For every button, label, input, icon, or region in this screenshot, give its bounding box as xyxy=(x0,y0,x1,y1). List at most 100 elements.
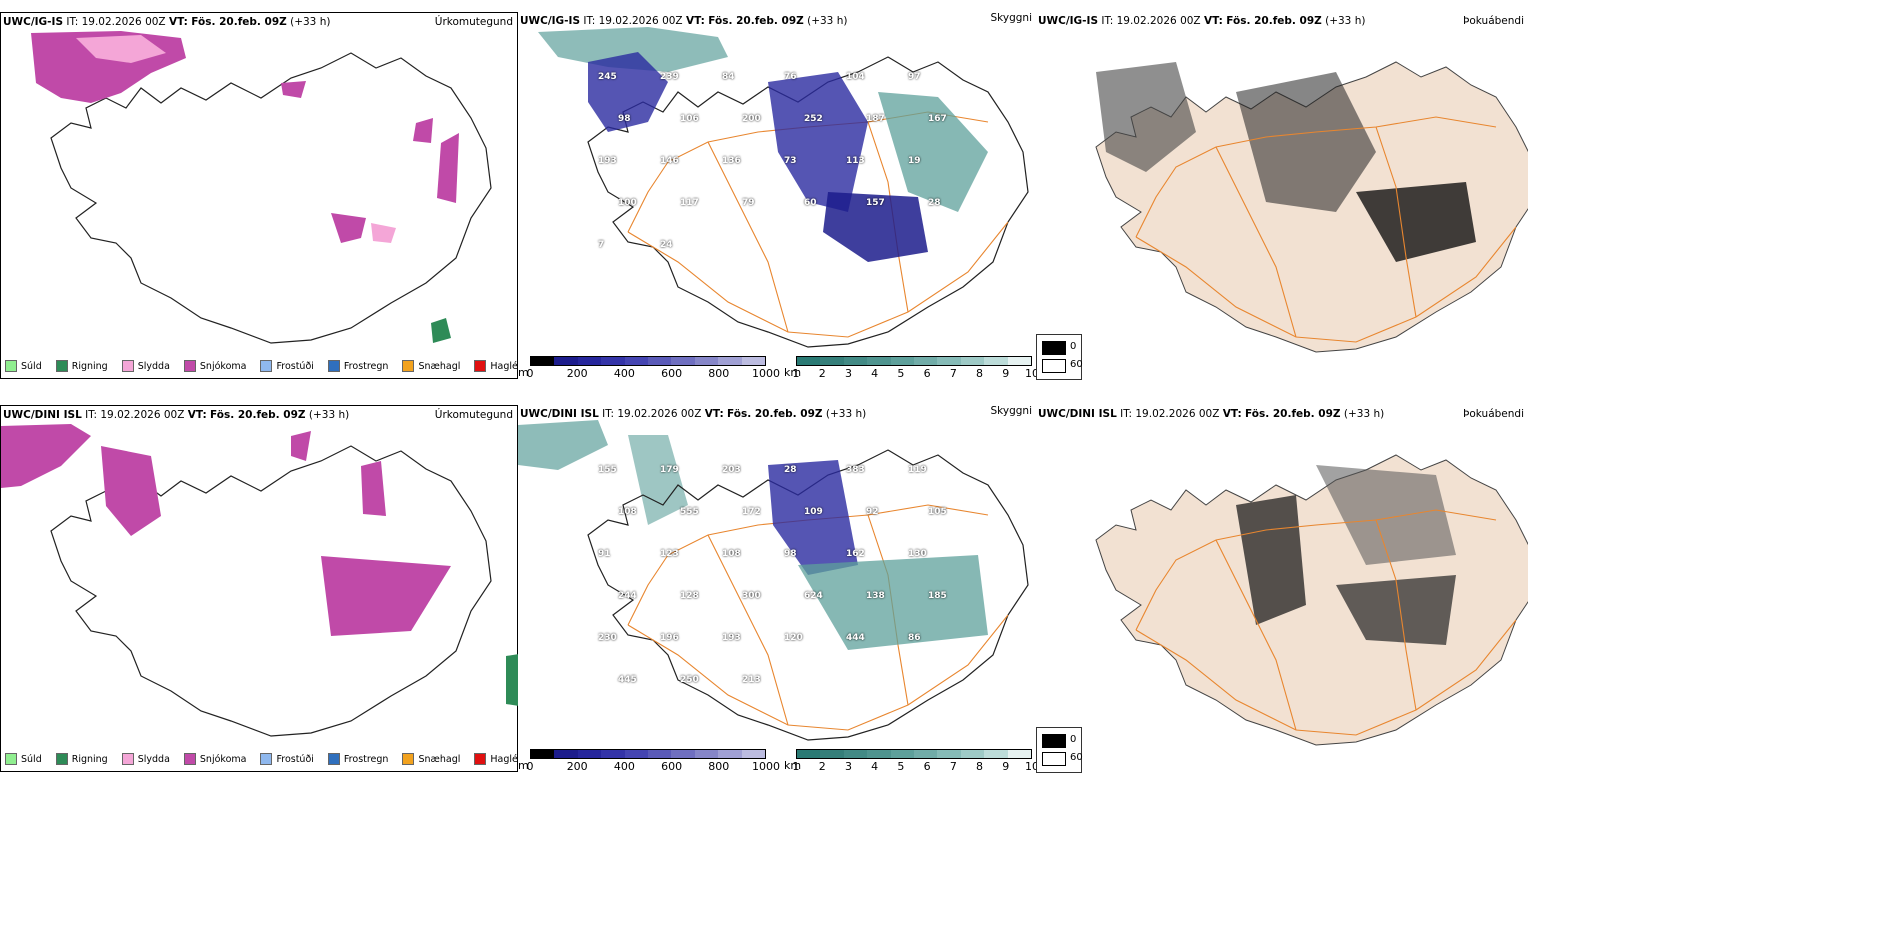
ptype-legend-item: Frostúði xyxy=(260,753,314,765)
colorbar-tick: 800 xyxy=(708,760,730,773)
legend-label: Snjókoma xyxy=(199,360,247,372)
ceiling-label: 76 xyxy=(784,72,797,82)
ceiling-label: 98 xyxy=(784,549,797,559)
colorbar-bin xyxy=(820,750,844,758)
legend-label: Snæhagl xyxy=(418,360,461,372)
legend-label: Slydda xyxy=(137,753,170,765)
legend-swatch xyxy=(55,360,68,372)
ceiling-visibility-map-1 xyxy=(538,27,1029,348)
fog-legend-swatch xyxy=(1042,734,1066,748)
colorbar-bin xyxy=(890,750,915,758)
ceiling-label: 193 xyxy=(598,156,617,166)
ptype-legend-item: Súld xyxy=(5,360,42,372)
colorbar-tick: 6 xyxy=(923,760,931,773)
ceiling-label: 213 xyxy=(742,675,761,685)
colorbar-tick: 2 xyxy=(818,760,826,773)
ceiling-label: 73 xyxy=(784,156,797,166)
colorbar-bin xyxy=(797,750,821,758)
ceiling-label: 239 xyxy=(660,72,679,82)
colorbar-bin xyxy=(671,357,695,365)
it-value: 19.02.2026 00Z xyxy=(1116,15,1201,27)
colorbar-tick: 0 xyxy=(526,367,534,380)
fog-index-title: Þokuábendi xyxy=(1463,408,1524,420)
colorbar-tick: 200 xyxy=(566,760,588,773)
colorbar-bin xyxy=(718,750,742,758)
legend-swatch xyxy=(474,360,487,372)
fog-index-panel-2: UWC/DINI ISL IT: 19.02.2026 00Z VT: Fös.… xyxy=(1036,405,1528,773)
fog-legend-label: 60 xyxy=(1070,359,1083,370)
ceiling-label: 252 xyxy=(804,114,823,124)
ceiling-label: 79 xyxy=(742,198,755,208)
ptype-legend-item: Súld xyxy=(5,753,42,765)
colorbar-tick: 6 xyxy=(923,367,931,380)
ceiling-label: 28 xyxy=(784,465,797,475)
legend-swatch xyxy=(327,753,340,765)
vt-value: Fös. 20.feb. 09Z xyxy=(1226,15,1322,27)
ceiling-label: 109 xyxy=(804,507,823,517)
legend-label: Snjókoma xyxy=(199,753,247,765)
ceiling-label: 120 xyxy=(784,633,803,643)
vt-label: VT: xyxy=(704,408,724,420)
fog-index-map-1 xyxy=(1095,61,1528,353)
colorbar-tick: 7 xyxy=(949,760,957,773)
colorbar-tick: 7 xyxy=(949,367,957,380)
colorbar-bin xyxy=(718,357,742,365)
colorbar-tick: 1 xyxy=(792,367,800,380)
colorbar-bin xyxy=(694,750,719,758)
ceiling-visibility-map-2 xyxy=(518,420,1029,741)
vt-value: Fös. 20.feb. 09Z xyxy=(210,409,306,421)
ceiling-label: 244 xyxy=(618,591,637,601)
colorbar-bin xyxy=(1007,357,1032,365)
colorbar-bin xyxy=(554,357,578,365)
it-value: 19.02.2026 00Z xyxy=(1135,408,1220,420)
visibility-colorbar-2: km 1 2 3 4 5 6 7 8 9 10 xyxy=(784,749,1039,773)
colorbar-bin xyxy=(577,357,602,365)
legend-label: Rigning xyxy=(71,753,108,765)
colorbar-bin xyxy=(914,750,938,758)
ceiling-label: 383 xyxy=(846,465,865,475)
ceiling-label: 84 xyxy=(722,72,735,82)
panel-header-2: UWC/IG-IS IT: 19.02.2026 00Z VT: Fös. 20… xyxy=(520,15,847,27)
colorbar-tick: 10 xyxy=(1025,367,1039,380)
panel-header-4: UWC/DINI ISL IT: 19.02.2026 00Z VT: Fös.… xyxy=(3,409,349,421)
precip-type-map-2 xyxy=(1,424,519,737)
ceiling-label: 230 xyxy=(598,633,617,643)
it-value: 19.02.2026 00Z xyxy=(598,15,683,27)
colorbar-bin xyxy=(914,357,938,365)
ceiling-label: 179 xyxy=(660,465,679,475)
colorbar-unit: km xyxy=(784,366,802,379)
ceiling-label: 146 xyxy=(660,156,679,166)
ceiling-label: 203 xyxy=(722,465,741,475)
fog-legend-swatch xyxy=(1042,752,1066,766)
ceiling-label: 7 xyxy=(598,240,605,250)
ceiling-label: 187 xyxy=(866,114,885,124)
ptype-legend-1: Súld Rigning Slydda Snjókoma Frostúði Frostre… xyxy=(5,360,521,372)
precip-type-title: Úrkomutegund xyxy=(434,16,513,28)
fog-index-panel-1: UWC/IG-IS IT: 19.02.2026 00Z VT: Fös. 20… xyxy=(1036,12,1528,380)
ceiling-label: 162 xyxy=(846,549,865,559)
colorbar-tick: 5 xyxy=(897,367,905,380)
ceiling-label: 128 xyxy=(680,591,699,601)
it-value: 19.02.2026 00Z xyxy=(100,409,185,421)
colorbar-tick: 0 xyxy=(526,760,534,773)
ceiling-label: 138 xyxy=(866,591,885,601)
colorbar-bin xyxy=(960,357,985,365)
legend-swatch xyxy=(183,753,196,765)
legend-swatch xyxy=(402,753,415,765)
visibility-colorbar-1: km 1 2 3 4 5 6 7 8 9 10 xyxy=(784,356,1039,380)
precip-type-panel-1: UWC/IG-IS IT: 19.02.2026 00Z VT: Fös. 20… xyxy=(0,12,521,379)
ceiling-label: 123 xyxy=(660,549,679,559)
colorbar-tick: 1000 xyxy=(752,760,780,773)
fog-legend-label: 60 xyxy=(1070,752,1083,763)
ceiling-label: 172 xyxy=(742,507,761,517)
ptype-legend-item: Snæhagl xyxy=(402,360,460,372)
colorbar-bin xyxy=(984,357,1008,365)
colorbar-bin xyxy=(671,750,695,758)
colorbar-tick: 2 xyxy=(818,367,826,380)
legend-swatch xyxy=(260,360,273,372)
ceiling-label: 119 xyxy=(908,465,927,475)
colorbar-bin xyxy=(1007,750,1032,758)
ceiling-label: 19 xyxy=(908,156,921,166)
it-label: IT: xyxy=(1101,15,1114,27)
vt-label: VT: xyxy=(168,16,188,28)
